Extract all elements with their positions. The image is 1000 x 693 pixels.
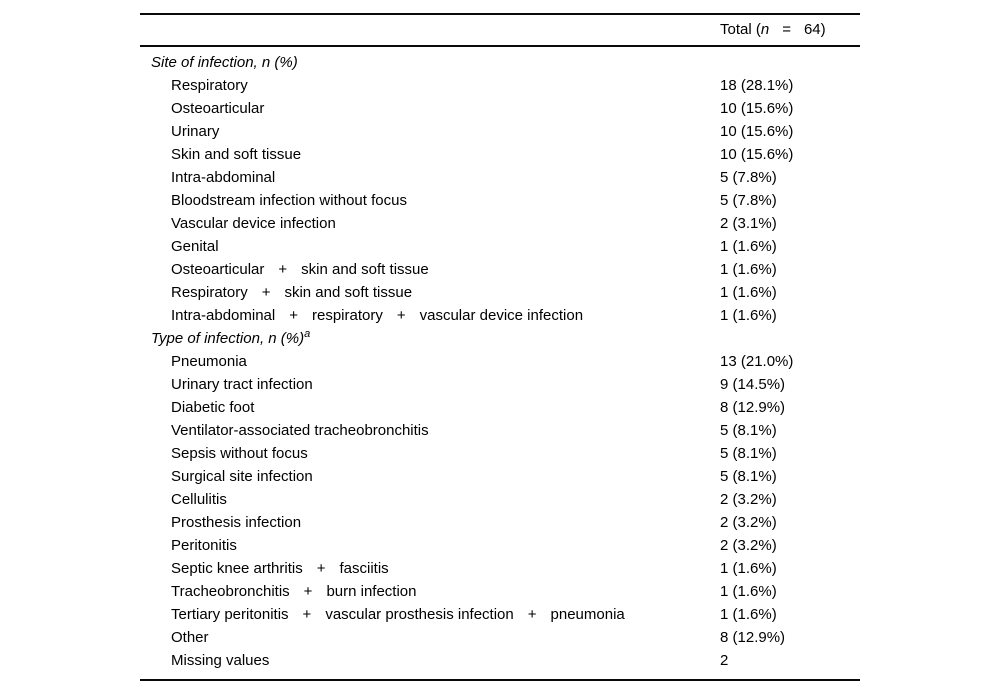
table-row: Genital 1 (1.6%)	[140, 235, 860, 258]
row-label: Sepsis without focus	[171, 444, 308, 462]
table-row: Other 8 (12.9%)	[140, 626, 860, 649]
footnote-marker: a	[304, 327, 311, 340]
table-row: Septic knee arthritis + fasciitis 1 (1.6%)	[140, 557, 860, 580]
row-value: 1 (1.6%)	[720, 237, 777, 255]
table-row: Urinary tract infection 9 (14.5%)	[140, 373, 860, 396]
row-label: Septic knee arthritis + fasciitis	[171, 560, 389, 577]
row-label: Peritonitis	[171, 536, 237, 554]
table-header-row: Total (n = 64)	[140, 15, 860, 45]
row-value: 5 (8.1%)	[720, 421, 777, 439]
plus-separator: +	[303, 582, 313, 600]
row-label: Urinary tract infection	[171, 375, 313, 393]
plus-separator: +	[316, 559, 326, 577]
row-value: 5 (7.8%)	[720, 191, 777, 209]
row-value: 10 (15.6%)	[720, 145, 794, 163]
row-label: Bloodstream infection without focus	[171, 191, 407, 209]
row-value: 8 (12.9%)	[720, 398, 786, 416]
table-row: Bloodstream infection without focus 5 (7.…	[140, 189, 860, 212]
table-bottom-rule	[140, 678, 860, 682]
plus-separator: +	[527, 605, 537, 623]
table-row: Peritonitis 2 (3.2%)	[140, 534, 860, 557]
row-value: 8 (12.9%)	[720, 628, 786, 646]
row-value: 1 (1.6%)	[720, 605, 777, 623]
row-label: Osteoarticular + skin and soft tissue	[171, 261, 429, 278]
section-title-row: Type of infection, n (%)a	[140, 327, 860, 350]
row-label: Urinary	[171, 122, 220, 140]
row-value: 1 (1.6%)	[720, 559, 777, 577]
row-value: 2 (3.2%)	[720, 536, 777, 554]
table-row: Intra-abdominal + respiratory + vascular dev…	[140, 304, 860, 327]
row-label: Missing values	[171, 651, 270, 669]
table-row: Osteoarticular 10 (15.6%)	[140, 97, 860, 120]
row-label: Osteoarticular	[171, 99, 265, 117]
row-label: Vascular device infection	[171, 214, 336, 232]
table-row: Respiratory + skin and soft tissue 1 (1.6%)	[140, 281, 860, 304]
plus-separator: +	[261, 283, 271, 301]
row-label: Intra-abdominal	[171, 168, 276, 186]
row-label: Skin and soft tissue	[171, 145, 302, 163]
total-prefix: Total (	[720, 20, 761, 38]
row-label: Intra-abdominal + respiratory + vascular dev…	[171, 307, 583, 324]
table-row: Skin and soft tissue 10 (15.6%)	[140, 143, 860, 166]
table-row: Osteoarticular + skin and soft tissue 1 (1.…	[140, 258, 860, 281]
row-value: 13 (21.0%)	[720, 352, 794, 370]
plus-separator: +	[302, 605, 312, 623]
n-symbol: n	[760, 20, 770, 38]
row-label: Respiratory + skin and soft tissue	[171, 284, 412, 301]
plus-separator: +	[278, 260, 288, 278]
row-value: 10 (15.6%)	[720, 122, 794, 140]
table-row: Prosthesis infection 2 (3.2%)	[140, 511, 860, 534]
row-value: 5 (8.1%)	[720, 444, 777, 462]
table-row: Urinary 10 (15.6%)	[140, 120, 860, 143]
row-label: Cellulitis	[171, 490, 227, 508]
infection-table: Total (n = 64) Site of infection, n (%) Res…	[140, 13, 860, 682]
table-row: Tracheobronchitis + burn infection 1 (1.6%)	[140, 580, 860, 603]
table-row: Diabetic foot 8 (12.9%)	[140, 396, 860, 419]
row-value: 2	[720, 651, 729, 669]
row-value: 1 (1.6%)	[720, 582, 777, 600]
table-top-rule	[140, 13, 860, 15]
table-row: Cellulitis 2 (3.2%)	[140, 488, 860, 511]
table-row: Respiratory 18 (28.1%)	[140, 74, 860, 97]
table-row: Missing values 2	[140, 649, 860, 672]
row-value: 1 (1.6%)	[720, 283, 777, 301]
row-label: Pneumonia	[171, 352, 247, 370]
row-label: Prosthesis infection	[171, 513, 302, 531]
row-value: 1 (1.6%)	[720, 306, 777, 324]
row-label: Tracheobronchitis + burn infection	[171, 583, 417, 600]
row-label: Genital	[171, 237, 219, 255]
total-column-header: Total (n = 64)	[720, 15, 826, 45]
row-value: 2 (3.2%)	[720, 513, 777, 531]
table-row: Sepsis without focus 5 (8.1%)	[140, 442, 860, 465]
row-label: Tertiary peritonitis + vascular prosthesis…	[171, 606, 625, 623]
table-row: Vascular device infection 2 (3.1%)	[140, 212, 860, 235]
table-header-rule	[140, 44, 860, 47]
section-title-text: Site of infection, n (%)	[151, 53, 298, 71]
total-value: 64)	[803, 20, 826, 38]
row-value: 1 (1.6%)	[720, 260, 777, 278]
row-label: Respiratory	[171, 76, 248, 94]
row-value: 18 (28.1%)	[720, 76, 794, 94]
row-value: 9 (14.5%)	[720, 375, 786, 393]
section-title-row: Site of infection, n (%)	[140, 51, 860, 74]
row-value: 10 (15.6%)	[720, 99, 794, 117]
row-label: Other	[171, 628, 209, 646]
row-label: Diabetic foot	[171, 398, 255, 416]
plus-separator: +	[289, 306, 298, 324]
row-value: 5 (7.8%)	[720, 168, 777, 186]
table-body: Site of infection, n (%) Respiratory 18 (2…	[140, 47, 860, 679]
table-row: Intra-abdominal 5 (7.8%)	[140, 166, 860, 189]
table-row: Ventilator-associated tracheobronchitis 5…	[140, 419, 860, 442]
table-row: Pneumonia 13 (21.0%)	[140, 350, 860, 373]
row-label: Ventilator-associated tracheobronchitis	[171, 421, 429, 439]
row-label: Surgical site infection	[171, 467, 313, 485]
table-row: Tertiary peritonitis + vascular prosthesis…	[140, 603, 860, 626]
row-value: 5 (8.1%)	[720, 467, 777, 485]
section-title-text: Type of infection, n (%)	[151, 329, 305, 347]
table-row: Surgical site infection 5 (8.1%)	[140, 465, 860, 488]
row-value: 2 (3.1%)	[720, 214, 777, 232]
equals-sign: =	[782, 20, 791, 38]
plus-separator: +	[396, 306, 406, 324]
row-value: 2 (3.2%)	[720, 490, 777, 508]
